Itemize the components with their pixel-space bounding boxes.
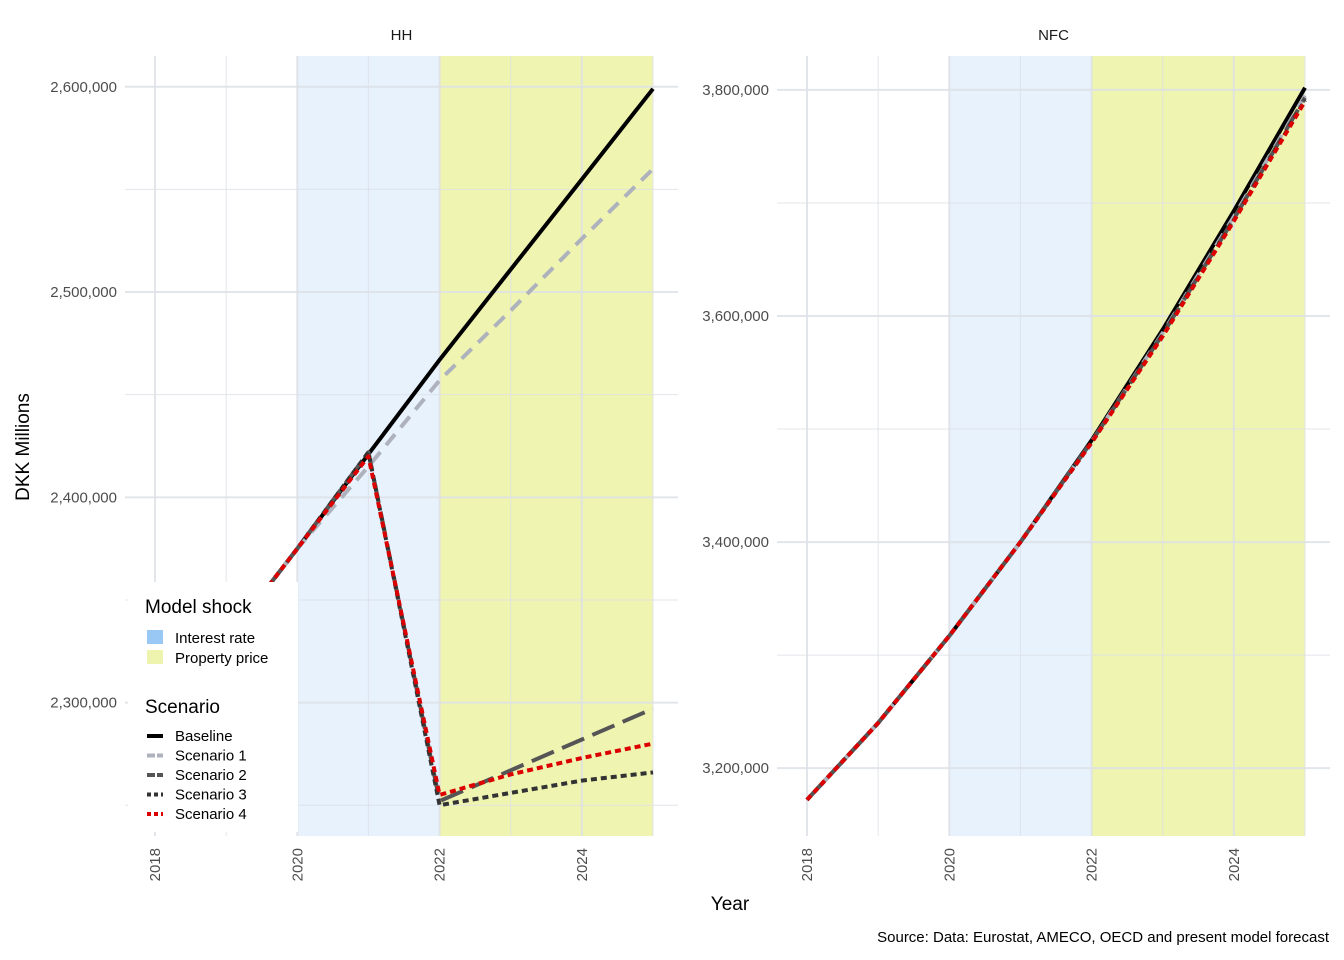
x-tick-label: 2022 xyxy=(1084,848,1101,881)
legend-label-interest-rate: Interest rate xyxy=(175,630,255,647)
y-tick-label: 3,200,000 xyxy=(702,760,769,777)
x-tick-label: 2024 xyxy=(1226,848,1243,881)
legend-key-interest-rate xyxy=(147,630,163,644)
y-tick-label: 3,400,000 xyxy=(702,534,769,551)
y-tick-label: 3,600,000 xyxy=(702,308,769,325)
legend-label-property-price: Property price xyxy=(175,650,268,667)
series-line-scenario-2 xyxy=(224,450,654,804)
strip-title-hh: HH xyxy=(391,27,413,44)
series-line-scenario-2 xyxy=(805,96,1307,802)
x-tick-label: 2022 xyxy=(432,848,449,881)
panel-nfc: NFC 3,200,000 3,400,000 3,600,000 3,800,000 2… xyxy=(702,27,1330,881)
legend-label-scenario-1: Scenario 1 xyxy=(175,748,247,765)
y-tick-label: 3,800,000 xyxy=(702,82,769,99)
y-axis-title: DKK Millions xyxy=(13,393,34,501)
legend-scenario-items: Baseline Scenario 1 Scenario 2 Scenario 3 Sc… xyxy=(147,728,247,823)
series-line-scenario-3 xyxy=(224,450,654,808)
y-tick-label: 2,500,000 xyxy=(50,284,117,301)
shock-band-property-price xyxy=(1091,56,1305,836)
legend-label-scenario-3: Scenario 3 xyxy=(175,787,247,804)
y-tick-label: 2,400,000 xyxy=(50,489,117,506)
legend-label-baseline: Baseline xyxy=(175,728,233,745)
x-tick-label: 2020 xyxy=(941,848,958,881)
source-caption: Source: Data: Eurostat, AMECO, OECD and … xyxy=(877,929,1330,946)
legend-label-scenario-2: Scenario 2 xyxy=(175,767,247,784)
legend-shock-items: Interest rate Property price xyxy=(147,630,268,667)
series-line-scenario-4 xyxy=(805,100,1307,802)
x-tick-label: 2018 xyxy=(799,848,816,881)
legend-background xyxy=(128,582,298,832)
y-tick-label: 2,600,000 xyxy=(50,79,117,96)
shock-band-property-price xyxy=(439,56,653,836)
panel-hh: HH 2,300,000 2,400,000 2,500,000 2,600,000 20… xyxy=(50,27,678,881)
legend-label-scenario-4: Scenario 4 xyxy=(175,806,247,823)
x-axis-title: Year xyxy=(711,894,750,915)
panels: HH 2,300,000 2,400,000 2,500,000 2,600,000 20… xyxy=(50,27,1330,881)
y-tick-label: 2,300,000 xyxy=(50,695,117,712)
legend-scenario-title: Scenario xyxy=(145,697,220,718)
legend-key-property-price xyxy=(147,650,163,664)
legend-shock-title: Model shock xyxy=(145,597,252,618)
x-tick-label: 2020 xyxy=(289,848,306,881)
x-tick-label: 2024 xyxy=(574,848,591,881)
strip-title-nfc: NFC xyxy=(1038,27,1069,44)
x-tick-label: 2018 xyxy=(147,848,164,881)
